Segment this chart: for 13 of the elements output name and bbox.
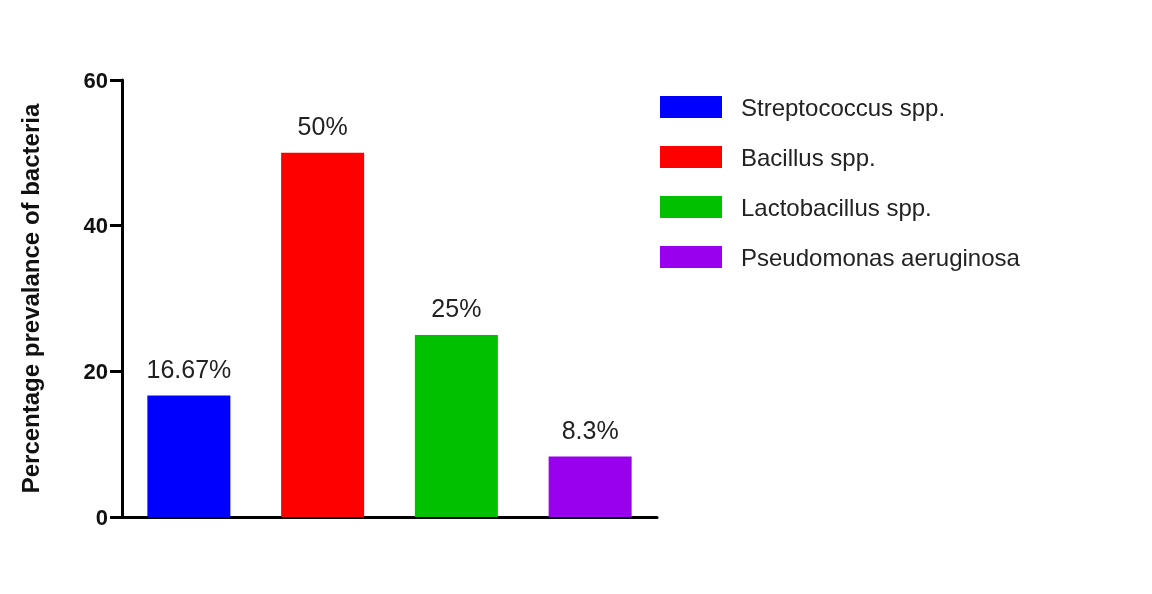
legend-label: Lactobacillus spp. [741,193,932,221]
legend-label: Streptococcus spp. [741,93,946,121]
y-tick-label: 0 [95,504,108,530]
legend-label: Pseudomonas aeruginosa [741,243,1021,271]
data-label: 25% [431,294,482,323]
data-label: 50% [297,112,348,141]
y-axis-title: Percentage prevalance of bacteria [16,103,44,494]
data-label: 16.67% [146,355,232,384]
data-label: 8.3% [561,416,619,445]
legend-label: Bacillus spp. [741,143,876,171]
y-tick-label: 40 [83,213,108,239]
y-tick-label: 20 [83,358,108,384]
y-tick-label: 60 [83,67,108,93]
